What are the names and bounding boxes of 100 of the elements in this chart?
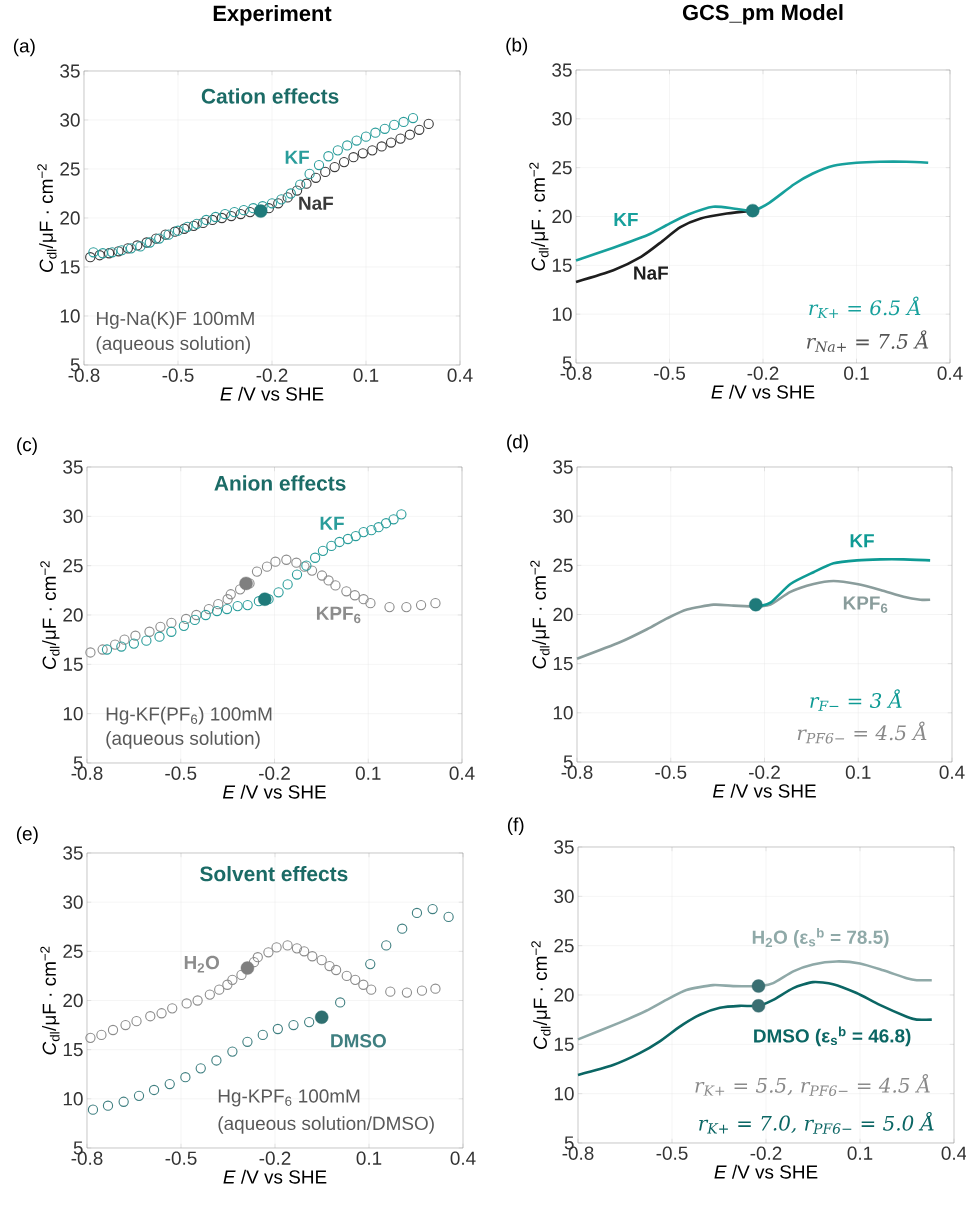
point <box>423 118 434 130</box>
point <box>244 206 256 218</box>
point <box>181 998 192 1009</box>
point <box>291 557 302 568</box>
point <box>443 911 454 923</box>
point <box>227 1046 238 1057</box>
text: (b) <box>506 37 528 56</box>
x-tick-label: 0.1 <box>845 765 871 779</box>
point <box>200 609 211 621</box>
point <box>235 208 246 220</box>
point <box>116 641 127 652</box>
x-tick-label: -0.5 <box>165 766 197 780</box>
x-tick-label: -0.5 <box>165 1151 197 1165</box>
point <box>281 554 292 565</box>
point <box>307 951 318 962</box>
point <box>118 1096 129 1107</box>
point <box>358 979 369 990</box>
y-tick-label: 25 <box>553 558 573 573</box>
point <box>385 986 396 997</box>
text: (c) <box>17 437 37 456</box>
point <box>102 1100 114 1111</box>
point <box>309 552 321 563</box>
point <box>271 942 282 953</box>
point <box>398 116 409 128</box>
point <box>96 1029 107 1041</box>
point <box>107 1024 119 1036</box>
point <box>291 569 303 580</box>
point <box>272 1023 283 1035</box>
text: (d) <box>507 434 528 453</box>
point <box>415 599 427 611</box>
point <box>195 1063 206 1074</box>
y-tick-label: 35 <box>63 460 83 474</box>
point <box>276 194 287 205</box>
point <box>257 1029 268 1041</box>
annotation: r$_{Na+}$ = 7.5 Å <box>807 330 929 352</box>
point <box>191 609 202 621</box>
y-tick-label: 15 <box>63 657 83 671</box>
point <box>189 614 200 626</box>
point <box>304 1016 315 1028</box>
series-label: DMSO <box>331 1034 386 1048</box>
chart-title: GCS_pm Model <box>682 4 843 25</box>
annotation: Cation effects <box>201 88 339 104</box>
point <box>299 946 310 957</box>
point <box>316 955 327 966</box>
point <box>316 570 328 581</box>
y-tick-label: 20 <box>554 988 574 1002</box>
point <box>323 151 334 162</box>
point <box>304 168 315 180</box>
series-label: KF <box>285 150 309 164</box>
annotation: (aqueous solution/DMSO) <box>218 1116 434 1134</box>
x-axis-title: E /V vs SHE <box>711 384 815 399</box>
point <box>273 198 284 209</box>
text: (f) <box>507 817 524 836</box>
point <box>120 1019 131 1031</box>
point <box>416 985 428 996</box>
y-axis-title: C$_{dl}$/μF · cm$^{−2}$ <box>531 941 551 1049</box>
y-tick-label: 35 <box>552 63 572 77</box>
point <box>342 533 354 545</box>
x-axis-title: E /V vs SHE <box>223 1169 327 1184</box>
y-tick-label: 25 <box>60 162 80 176</box>
annotation: r$_{F−}$ = 3 Å <box>810 689 902 711</box>
point <box>384 601 395 613</box>
point <box>211 605 223 617</box>
point <box>351 135 362 146</box>
y-tick-label: 10 <box>60 309 80 323</box>
point <box>148 1084 160 1096</box>
point <box>248 203 259 214</box>
point <box>227 974 238 985</box>
point <box>366 984 377 995</box>
point <box>261 561 273 572</box>
point <box>330 580 341 591</box>
point <box>239 576 253 591</box>
point <box>133 1090 145 1102</box>
point <box>229 206 240 218</box>
point <box>358 594 369 605</box>
point <box>222 594 233 605</box>
point <box>145 1011 156 1022</box>
y-tick-label: 30 <box>60 113 80 127</box>
point <box>396 509 407 520</box>
y-tick-label: 15 <box>60 260 80 274</box>
x-tick-label: -0.5 <box>654 366 686 380</box>
point <box>397 923 408 934</box>
point <box>324 960 335 972</box>
point <box>306 565 318 576</box>
point <box>242 599 253 611</box>
point <box>389 119 400 131</box>
x-tick-label: -0.5 <box>655 765 687 779</box>
x-axis-title: E /V vs SHE <box>220 386 324 401</box>
y-tick-label: 10 <box>552 307 572 321</box>
point <box>254 204 268 218</box>
series-label: KF <box>320 516 344 530</box>
point <box>203 603 215 615</box>
annotation: (aqueous solution) <box>96 336 250 354</box>
x-tick-label: 0.4 <box>941 1146 966 1160</box>
point <box>301 178 312 189</box>
y-tick-label: 25 <box>63 944 83 959</box>
series-label: NaF <box>299 196 334 210</box>
point <box>156 1008 167 1019</box>
point <box>150 233 162 244</box>
x-tick-label: 0.1 <box>353 368 379 382</box>
